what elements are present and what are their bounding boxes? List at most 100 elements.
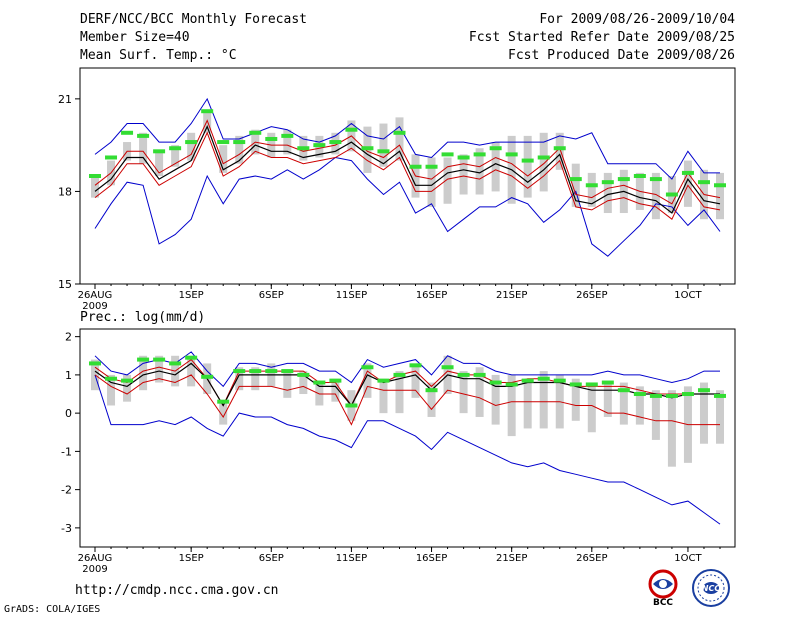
temp-spread-box <box>571 163 580 207</box>
prec-spread-box <box>363 363 372 398</box>
prec-ytick-label: 2 <box>65 331 72 344</box>
temp-ensemble-marker <box>105 155 118 160</box>
prec-spread-box <box>91 359 99 391</box>
prec-spread-box <box>187 355 196 387</box>
temp-spread-box <box>443 157 452 204</box>
temp-ensemble-marker <box>233 140 246 145</box>
temp-xtick-label: 26AUG <box>78 290 113 301</box>
bcc-logo: BCC <box>648 569 678 608</box>
temp-spread-box <box>539 132 548 192</box>
prec-xtick-label: 1SEP <box>179 553 204 564</box>
temp-ensemble-marker <box>633 174 646 178</box>
prec-spread-box <box>651 390 660 440</box>
prec-ensemble-marker <box>473 372 486 377</box>
prec-spread-box <box>635 386 644 425</box>
temp-ensemble-marker <box>265 136 278 141</box>
prec-ytick-label: 0 <box>65 407 72 420</box>
prec-spread-box <box>219 401 228 425</box>
temp-ensemble-marker <box>649 177 662 182</box>
prec-ensemble-marker <box>697 388 710 393</box>
prec-spread-box <box>619 382 628 425</box>
prec-ensemble-marker <box>105 376 118 381</box>
prec-ensemble-marker <box>489 380 502 385</box>
temp-spread-box <box>379 123 388 167</box>
temp-ensemble-marker <box>697 180 710 185</box>
prec-ensemble-marker <box>121 378 134 383</box>
prec-ensemble-marker <box>505 382 518 387</box>
prec-xtick-label: 11SEP <box>336 553 367 564</box>
prec-xtick-label: 26SEP <box>576 553 607 564</box>
prec-spread-box <box>155 355 164 383</box>
prec-spread-box <box>395 371 404 414</box>
prec-ensemble-marker <box>649 393 662 398</box>
temp-xtick-label: 11SEP <box>336 290 367 301</box>
temp-spread-box <box>683 160 692 207</box>
prec-ensemble-marker <box>425 388 438 393</box>
temp-ensemble-marker <box>281 133 294 138</box>
prec-ensemble-marker <box>153 357 166 362</box>
temp-ensemble-marker <box>569 177 582 182</box>
temp-ensemble-marker <box>681 170 694 175</box>
prec-ensemble-marker <box>329 378 342 383</box>
temp-xtick-year-label: 2009 <box>82 301 107 312</box>
prec-spread-box <box>379 378 388 414</box>
prec-ensemble-marker <box>681 392 694 397</box>
started-date: Fcst Started Refer Date 2009/08/25 <box>468 30 735 45</box>
temp-ensemble-marker <box>537 155 550 160</box>
temp-ensemble-marker <box>185 140 198 145</box>
prec-xtick-label: 6SEP <box>259 553 284 564</box>
temp-plot-frame <box>79 67 736 285</box>
bcc-logo-text: BCC <box>653 598 673 608</box>
temp-ytick-label: 18 <box>58 185 72 198</box>
temp-spread-box <box>523 135 532 198</box>
prec-ensemble-marker <box>265 369 278 374</box>
temp-ensemble-marker <box>665 192 678 197</box>
prec-ensemble-marker <box>281 369 294 374</box>
temp-ensemble-marker <box>137 133 150 138</box>
temp-xtick-label: 21SEP <box>496 290 527 301</box>
prec-ensemble-marker <box>585 382 598 387</box>
temp-upper-line <box>94 119 721 205</box>
precip-title: Prec.: log(mm/d) <box>80 310 206 325</box>
prec-min-line <box>94 374 721 525</box>
prec-ensemble-marker <box>313 380 326 385</box>
prec-ensemble-marker <box>201 374 214 379</box>
temp-spread-box <box>283 129 292 155</box>
temp-xtick-label: 6SEP <box>259 290 284 301</box>
prec-ensemble-marker <box>714 393 726 398</box>
temp-spread-box <box>491 142 500 192</box>
prec-ensemble-marker <box>633 392 646 397</box>
prec-ensemble-marker <box>393 372 406 377</box>
temp-spread-box <box>219 145 228 173</box>
temp-spread-box <box>716 172 724 220</box>
temp-xtick-label: 16SEP <box>416 290 447 301</box>
prec-ytick-label: 1 <box>65 369 72 382</box>
temp-ensemble-marker <box>714 183 726 188</box>
prec-ensemble-marker <box>521 378 534 383</box>
temp-ensemble-marker <box>201 109 214 114</box>
chart-title: DERF/NCC/BCC Monthly Forecast <box>80 12 307 27</box>
prec-plot-frame <box>79 328 736 548</box>
prec-spread-box <box>507 374 516 437</box>
temp-ensemble-marker <box>89 174 101 178</box>
prec-ensemble-marker <box>169 361 182 366</box>
temp-spread-box <box>395 117 404 161</box>
temp-ensemble-marker <box>361 146 374 151</box>
prec-spread-box <box>539 371 548 429</box>
temp-ensemble-marker <box>585 183 598 188</box>
prec-ensemble-marker <box>345 403 358 408</box>
prec-spread-box <box>251 367 260 391</box>
temp-max-line <box>94 97 720 180</box>
temp-spread-box <box>427 157 436 207</box>
source-url[interactable]: http://cmdp.ncc.cma.gov.cn <box>75 583 279 598</box>
temp-spread-box <box>203 111 212 133</box>
prec-ensemble-marker <box>249 369 262 374</box>
temp-ensemble-marker <box>377 149 390 154</box>
prec-ensemble-marker <box>457 372 470 377</box>
prec-ensemble-marker <box>601 380 614 385</box>
prec-ensemble-marker <box>137 357 150 362</box>
prec-spread-box <box>123 374 132 402</box>
temp-ensemble-marker <box>457 155 470 160</box>
prec-ensemble-marker <box>89 361 101 366</box>
prec-ytick-label: -1 <box>61 445 72 458</box>
